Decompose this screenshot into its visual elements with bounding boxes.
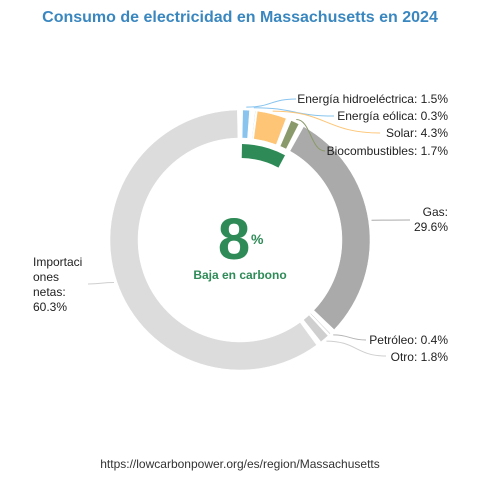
low-carbon-caption: Baja en carbono [193, 268, 286, 282]
slice-label-importaciones-netas: Importaci ones netas: 60.3% [33, 255, 82, 314]
slice-label-petroleo: Petróleo: 0.4% [369, 333, 448, 347]
leader-line-importaciones-netas [87, 282, 114, 285]
source-url: https://lowcarbonpower.org/es/region/Mas… [100, 457, 380, 471]
low-carbon-arc [241, 144, 286, 168]
low-carbon-value: 8 [218, 207, 250, 272]
low-carbon-arc-layer [241, 144, 286, 168]
slices-layer [109, 109, 371, 371]
leader-line-solar [272, 110, 381, 134]
slice-label-solar: Solar: 4.3% [386, 126, 448, 140]
slice-labels-layer: Energía hidroeléctrica: 1.5% Energía eóli… [33, 92, 448, 364]
leader-line-biocombustibles [296, 119, 326, 152]
leader-line-petroleo [333, 334, 367, 341]
leader-line-energia-eolica [253, 107, 335, 117]
slice-label-energia-hidroelectrica: Energía hidroeléctrica: 1.5% [297, 92, 448, 106]
slice-energia-hidroelectrica [241, 109, 250, 139]
slice-label-energia-eolica: Energía eólica: 0.3% [337, 109, 448, 123]
leader-line-otro [326, 340, 387, 357]
leader-lines-layer [87, 98, 411, 357]
leader-line-energia-hidroelectrica [246, 98, 297, 108]
slice-label-biocombustibles: Biocombustibles: 1.7% [327, 144, 449, 158]
slice-label-otro: Otro: 1.8% [391, 350, 449, 364]
slice-solar [253, 110, 287, 145]
slice-petroleo [310, 312, 331, 335]
slice-label-gas: Gas: 29.6% [414, 205, 448, 234]
low-carbon-unit: % [251, 231, 264, 247]
slice-energia-eolica [251, 110, 257, 140]
slice-otro [303, 314, 329, 343]
slice-gas [289, 126, 371, 330]
slice-biocombustibles [279, 120, 300, 150]
chart-title: Consumo de electricidad en Massachusetts… [42, 9, 438, 26]
slice-importaciones-netas [109, 109, 317, 371]
